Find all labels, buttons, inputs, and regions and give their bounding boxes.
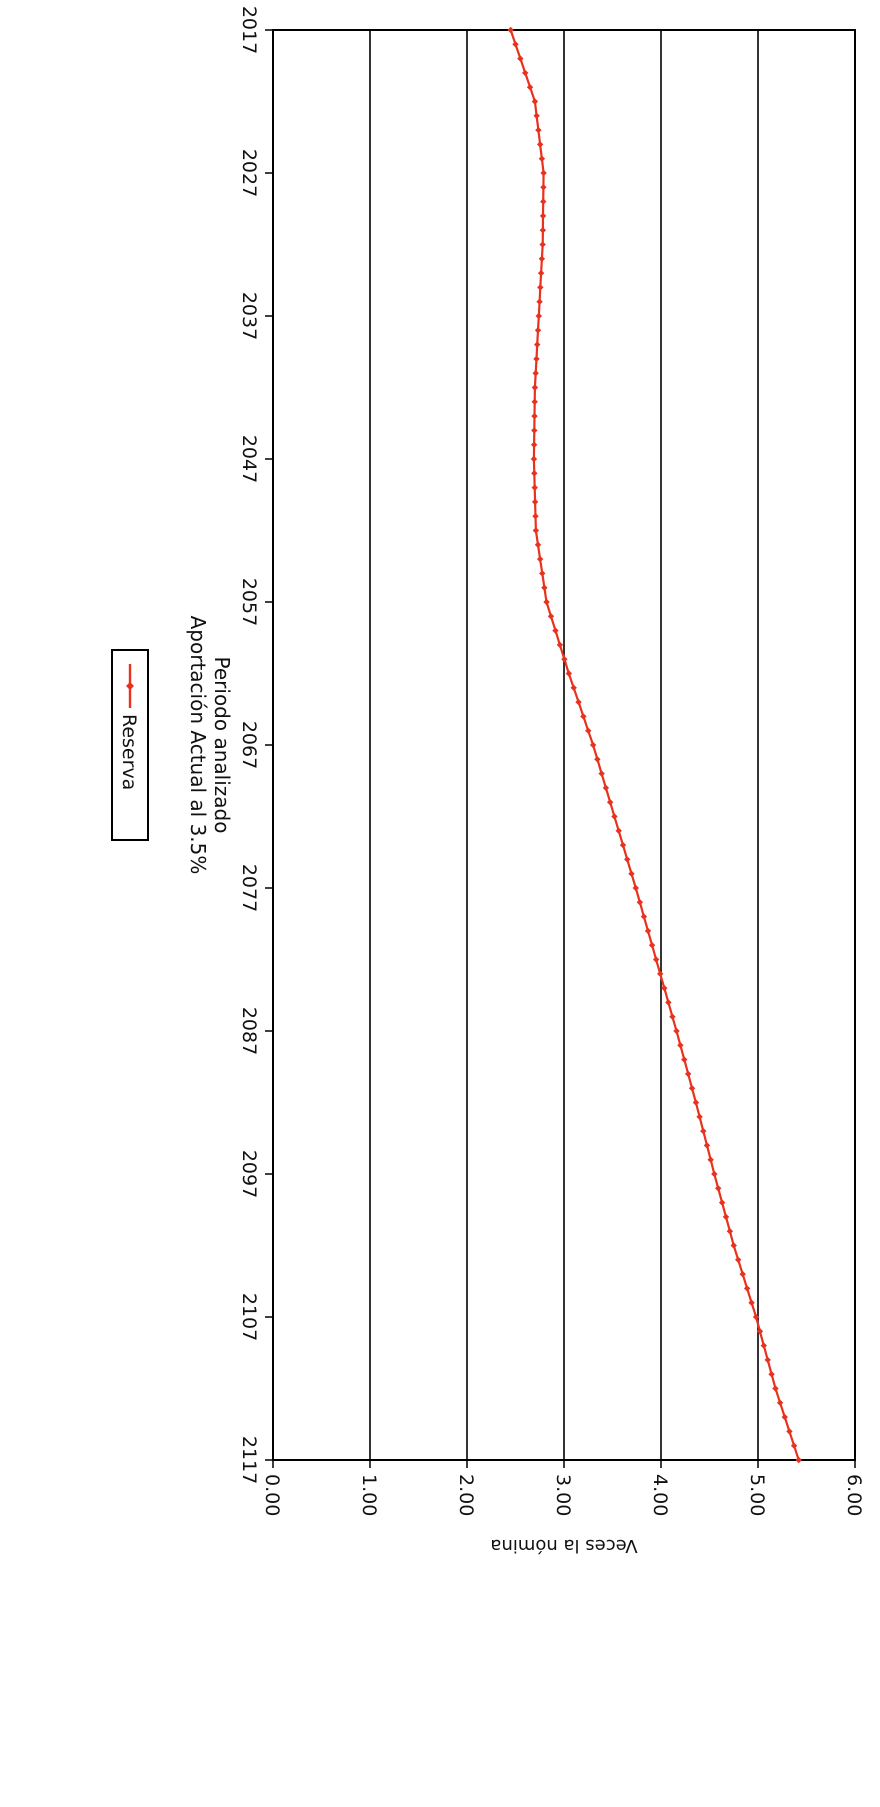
grid-lines	[369, 30, 759, 1460]
y-tick-label: 5.00	[746, 1474, 768, 1516]
data-point	[752, 1313, 760, 1321]
x-axis-label-line: Aportación Actual al 3.5%	[186, 616, 210, 875]
data-point	[795, 1456, 802, 1464]
data-point	[703, 1142, 711, 1149]
x-tick-label: 2027	[238, 149, 260, 197]
data-point	[541, 584, 548, 591]
y-axis: 0.00 1.00 2.00 3.00 4.00 5.00 6.00	[261, 1460, 865, 1516]
x-tick-label: 2097	[238, 1150, 260, 1198]
legend-box	[111, 649, 149, 841]
data-point	[707, 1156, 714, 1163]
y-tick-label: 6.00	[843, 1474, 865, 1516]
data-point	[594, 756, 601, 763]
data-point	[547, 613, 555, 620]
data-point	[538, 155, 546, 162]
x-tick-label: 2117	[238, 1436, 260, 1484]
y-tick-label: 4.00	[649, 1474, 671, 1516]
y-axis-label: Veces la nómina	[490, 1535, 637, 1556]
data-point	[534, 327, 542, 334]
data-point	[611, 813, 618, 820]
legend-swatch-marker	[126, 682, 134, 690]
data-point	[661, 984, 668, 992]
data-point	[512, 41, 519, 48]
data-point	[768, 1371, 775, 1378]
legend-label: Reserva	[118, 714, 140, 790]
data-point	[538, 255, 546, 262]
data-point	[507, 26, 514, 34]
data-point	[536, 298, 543, 305]
data-point	[532, 527, 540, 534]
x-tick-label: 2047	[238, 435, 260, 483]
x-tick-label: 2017	[238, 6, 260, 54]
x-axis: 2017 2027 2037 2047 2057 2067 2077 2087 2097 2107…	[238, 6, 273, 1484]
y-tick-label: 2.00	[455, 1474, 477, 1516]
data-point	[648, 942, 656, 949]
data-point	[543, 598, 550, 606]
data-point	[534, 541, 542, 548]
x-tick-label: 2107	[238, 1293, 260, 1341]
x-tick-label: 2057	[238, 578, 260, 626]
data-point	[684, 1070, 692, 1078]
y-tick-label: 3.00	[552, 1474, 574, 1516]
x-tick-label: 2037	[238, 292, 260, 340]
x-tick-label: 2087	[238, 1007, 260, 1055]
data-point	[561, 656, 568, 663]
data-point	[669, 1013, 676, 1020]
legend: Reserva	[111, 649, 149, 841]
data-point	[615, 827, 622, 834]
x-axis-label-line: Periodo analizado	[210, 657, 234, 834]
data-point	[585, 727, 592, 734]
data-point	[657, 970, 664, 977]
data-point	[628, 870, 635, 877]
data-point	[636, 899, 644, 906]
data-point	[537, 284, 544, 291]
data-point	[730, 1242, 737, 1249]
data-point	[535, 126, 542, 134]
data-point	[537, 269, 545, 277]
data-point	[532, 513, 539, 520]
x-tick-label: 2077	[238, 864, 260, 912]
data-point	[589, 741, 597, 749]
data-point	[565, 670, 573, 677]
data-point	[652, 956, 660, 963]
data-point	[540, 169, 547, 177]
data-point	[570, 684, 577, 691]
x-tick-label: 2067	[238, 721, 260, 769]
y-tick-label: 0.00	[261, 1474, 283, 1516]
data-point	[632, 884, 639, 892]
x-axis-label: Periodo analizadoAportación Actual al 3.…	[186, 616, 234, 875]
y-tick-label: 1.00	[358, 1474, 380, 1516]
data-point	[681, 1056, 688, 1063]
data-point	[606, 799, 614, 806]
data-point	[756, 1328, 764, 1335]
data-point	[535, 312, 542, 320]
